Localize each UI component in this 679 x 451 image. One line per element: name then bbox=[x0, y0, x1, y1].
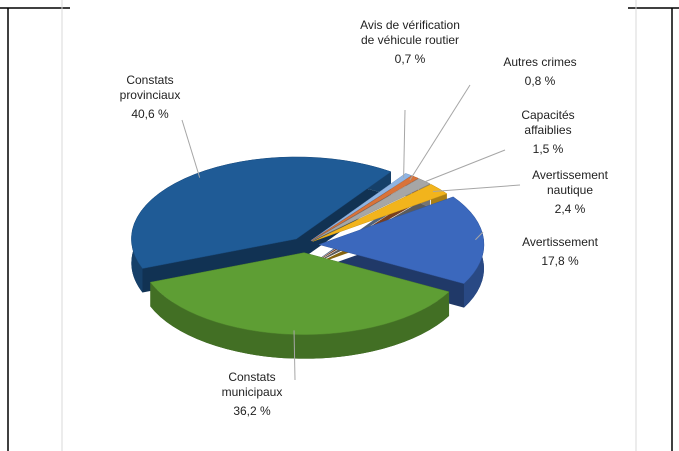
leader-line bbox=[403, 109, 406, 178]
data-label: Avertissement nautique 2,4 % bbox=[515, 168, 625, 217]
slice bbox=[310, 173, 412, 241]
data-label: Avertissement 17,8 % bbox=[505, 235, 615, 269]
leader-line bbox=[418, 149, 506, 185]
label-value: 0,7 % bbox=[394, 52, 426, 66]
data-label: Capacités affaiblies 1,5 % bbox=[508, 108, 588, 157]
slice bbox=[311, 175, 419, 241]
chart-area bbox=[61, 0, 637, 451]
label-value: 36,2 % bbox=[233, 404, 271, 418]
label-value: 0,8 % bbox=[524, 74, 556, 88]
leader-line bbox=[293, 330, 296, 381]
label-value: 1,5 % bbox=[532, 142, 564, 156]
label-value: 40,6 % bbox=[131, 107, 169, 121]
slice bbox=[131, 156, 392, 269]
slice bbox=[311, 178, 431, 242]
leader-line bbox=[181, 119, 201, 178]
slice bbox=[312, 184, 448, 242]
data-label: Avis de vérification de véhicule routier… bbox=[355, 18, 465, 67]
slice-side bbox=[150, 282, 450, 359]
leader-line bbox=[432, 184, 521, 193]
label-name: Autres crimes bbox=[503, 55, 577, 69]
label-name: Constats provinciaux bbox=[119, 73, 181, 102]
label-name: Avertissement nautique bbox=[532, 168, 608, 197]
label-name: Capacités affaiblies bbox=[521, 108, 575, 137]
data-label: Constats municipaux 36,2 % bbox=[207, 370, 297, 419]
label-name: Avertissement bbox=[522, 235, 598, 249]
data-label: Constats provinciaux 40,6 % bbox=[105, 73, 195, 122]
slice bbox=[318, 196, 485, 284]
label-value: 17,8 % bbox=[541, 254, 579, 268]
label-name: Constats municipaux bbox=[221, 370, 283, 399]
leader-line bbox=[475, 231, 484, 241]
leader-line bbox=[409, 84, 471, 181]
label-name: Avis de vérification de véhicule routier bbox=[360, 18, 460, 47]
slice bbox=[149, 252, 450, 335]
data-label: Autres crimes 0,8 % bbox=[490, 55, 590, 89]
label-value: 2,4 % bbox=[554, 202, 586, 216]
